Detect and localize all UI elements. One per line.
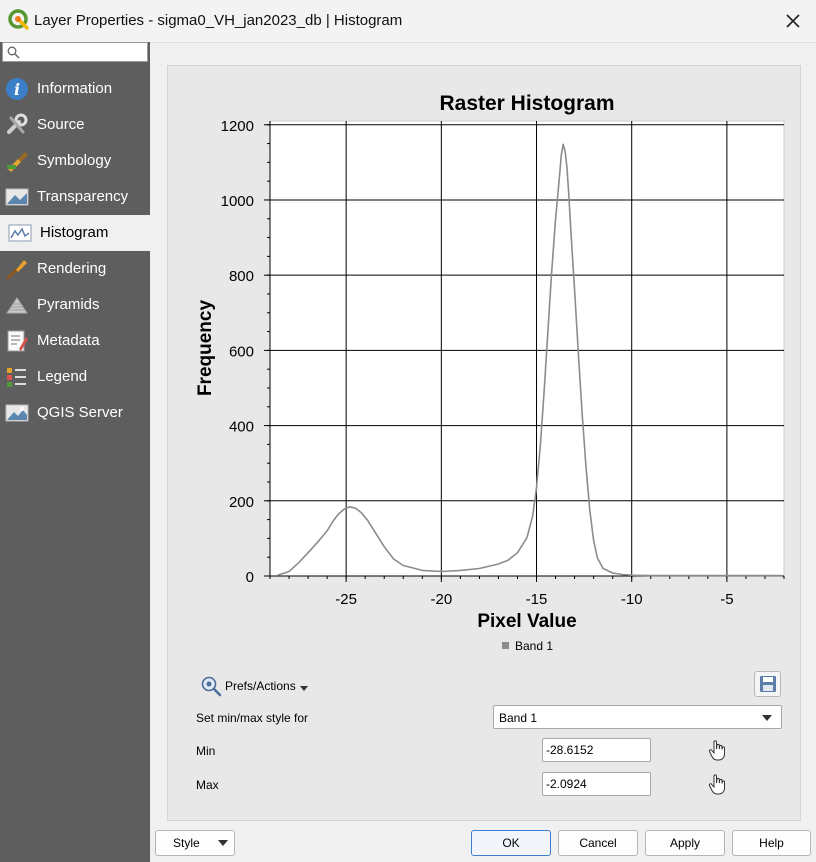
sidebar-item-label: Symbology	[37, 152, 112, 169]
max-input[interactable]	[546, 776, 646, 792]
title-bar: Layer Properties - sigma0_VH_jan2023_db …	[0, 0, 816, 43]
ok-button[interactable]: OK	[471, 830, 551, 856]
help-button[interactable]: Help	[732, 830, 811, 856]
qgis-server-icon	[5, 404, 29, 422]
sidebar-item-qgis-server[interactable]: QGIS Server	[0, 395, 150, 431]
pick-max-hand-icon[interactable]	[707, 773, 727, 795]
max-field[interactable]	[542, 772, 651, 796]
style-button-label: Style	[173, 836, 200, 850]
magnifier-settings-icon	[201, 676, 222, 697]
minmax-style-label: Set min/max style for	[196, 711, 309, 725]
sidebar: i Information Source Symbology	[0, 42, 150, 862]
apply-button[interactable]: Apply	[645, 830, 725, 856]
histogram-icon	[8, 224, 32, 242]
sidebar-item-label: Rendering	[37, 260, 107, 277]
sidebar-nav: i Information Source Symbology	[0, 71, 150, 431]
sidebar-item-symbology[interactable]: Symbology	[0, 143, 150, 179]
search-icon	[7, 46, 20, 59]
cancel-button[interactable]: Cancel	[558, 830, 638, 856]
sidebar-item-label: Transparency	[37, 188, 129, 205]
information-icon: i	[6, 78, 28, 100]
svg-text:i: i	[14, 80, 20, 99]
min-label: Min	[196, 744, 216, 758]
qgis-logo-icon	[8, 9, 29, 30]
band-select[interactable]: Band 1	[493, 705, 782, 729]
legend-icon	[7, 368, 26, 387]
symbology-icon	[7, 152, 28, 172]
sidebar-item-label: Histogram	[40, 224, 109, 241]
window-title: Layer Properties - sigma0_VH_jan2023_db …	[34, 12, 403, 29]
save-chart-button[interactable]	[754, 671, 781, 697]
sidebar-item-label: QGIS Server	[37, 404, 123, 421]
max-label: Max	[196, 778, 219, 792]
sidebar-item-pyramids[interactable]: Pyramids	[0, 287, 150, 323]
transparency-icon	[5, 188, 29, 206]
band-select-value: Band 1	[499, 711, 538, 725]
pyramids-icon	[6, 297, 28, 314]
search-input[interactable]	[23, 44, 145, 60]
style-button[interactable]: Style	[155, 830, 235, 856]
sidebar-item-label: Source	[37, 116, 85, 133]
sidebar-item-label: Pyramids	[37, 296, 100, 313]
sidebar-item-source[interactable]: Source	[0, 107, 150, 143]
metadata-icon	[7, 330, 28, 352]
chevron-down-icon	[300, 686, 308, 691]
save-icon	[760, 676, 776, 692]
min-input[interactable]	[546, 742, 646, 758]
min-field[interactable]	[542, 738, 651, 762]
rendering-icon	[6, 260, 27, 280]
sidebar-item-information[interactable]: i Information	[0, 71, 150, 107]
sidebar-item-label: Information	[37, 80, 113, 97]
sidebar-item-label: Metadata	[37, 332, 100, 349]
sidebar-item-metadata[interactable]: Metadata	[0, 323, 150, 359]
sidebar-item-rendering[interactable]: Rendering	[0, 251, 150, 287]
sidebar-item-histogram[interactable]: Histogram	[0, 215, 150, 251]
sidebar-item-transparency[interactable]: Transparency	[0, 179, 150, 215]
prefs-actions-label: Prefs/Actions	[225, 679, 296, 693]
chevron-down-icon	[218, 840, 228, 846]
close-icon[interactable]	[780, 8, 806, 34]
sidebar-item-legend[interactable]: Legend	[0, 359, 150, 395]
pick-min-hand-icon[interactable]	[707, 739, 727, 761]
chevron-down-icon	[762, 715, 772, 721]
search-field[interactable]	[2, 42, 148, 62]
source-icon	[7, 113, 28, 134]
sidebar-item-label: Legend	[37, 368, 88, 385]
